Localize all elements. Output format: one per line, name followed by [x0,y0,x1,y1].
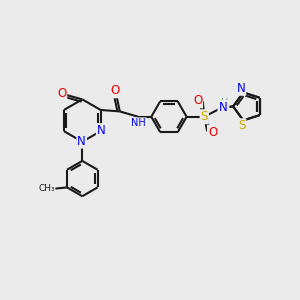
Text: H: H [221,98,229,108]
Text: O: O [208,125,217,139]
Text: N: N [237,82,245,95]
Text: S: S [201,110,208,123]
Text: CH₃: CH₃ [38,184,55,193]
Text: NH: NH [131,118,146,128]
Text: O: O [193,94,202,107]
Text: N: N [97,124,106,137]
Text: O: O [110,84,119,97]
Text: N: N [77,135,86,148]
Text: O: O [57,87,66,100]
Text: S: S [238,119,245,132]
Text: N: N [218,101,227,114]
